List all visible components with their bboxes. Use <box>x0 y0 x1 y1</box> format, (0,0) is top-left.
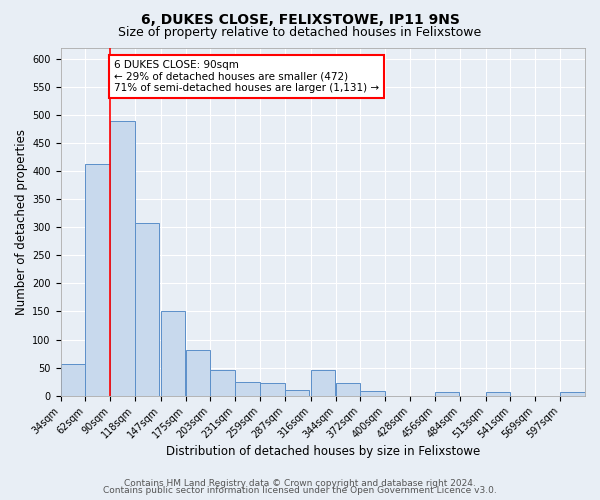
Text: 6, DUKES CLOSE, FELIXSTOWE, IP11 9NS: 6, DUKES CLOSE, FELIXSTOWE, IP11 9NS <box>140 12 460 26</box>
Text: Contains HM Land Registry data © Crown copyright and database right 2024.: Contains HM Land Registry data © Crown c… <box>124 478 476 488</box>
Bar <box>361 391 385 396</box>
Bar <box>560 392 584 396</box>
X-axis label: Distribution of detached houses by size in Felixstowe: Distribution of detached houses by size … <box>166 444 480 458</box>
Bar <box>211 370 235 396</box>
Bar <box>135 224 160 396</box>
Text: Contains public sector information licensed under the Open Government Licence v3: Contains public sector information licen… <box>103 486 497 495</box>
Bar <box>235 382 260 396</box>
Bar <box>85 164 110 396</box>
Bar <box>485 392 510 396</box>
Bar <box>285 390 310 396</box>
Bar <box>61 364 85 396</box>
Text: 6 DUKES CLOSE: 90sqm
← 29% of detached houses are smaller (472)
71% of semi-deta: 6 DUKES CLOSE: 90sqm ← 29% of detached h… <box>114 60 379 93</box>
Bar <box>185 350 210 396</box>
Bar <box>260 383 284 396</box>
Bar <box>110 120 134 396</box>
Bar <box>335 383 360 396</box>
Y-axis label: Number of detached properties: Number of detached properties <box>15 128 28 314</box>
Text: Size of property relative to detached houses in Felixstowe: Size of property relative to detached ho… <box>118 26 482 39</box>
Bar <box>161 312 185 396</box>
Bar <box>311 370 335 396</box>
Bar <box>435 392 460 396</box>
